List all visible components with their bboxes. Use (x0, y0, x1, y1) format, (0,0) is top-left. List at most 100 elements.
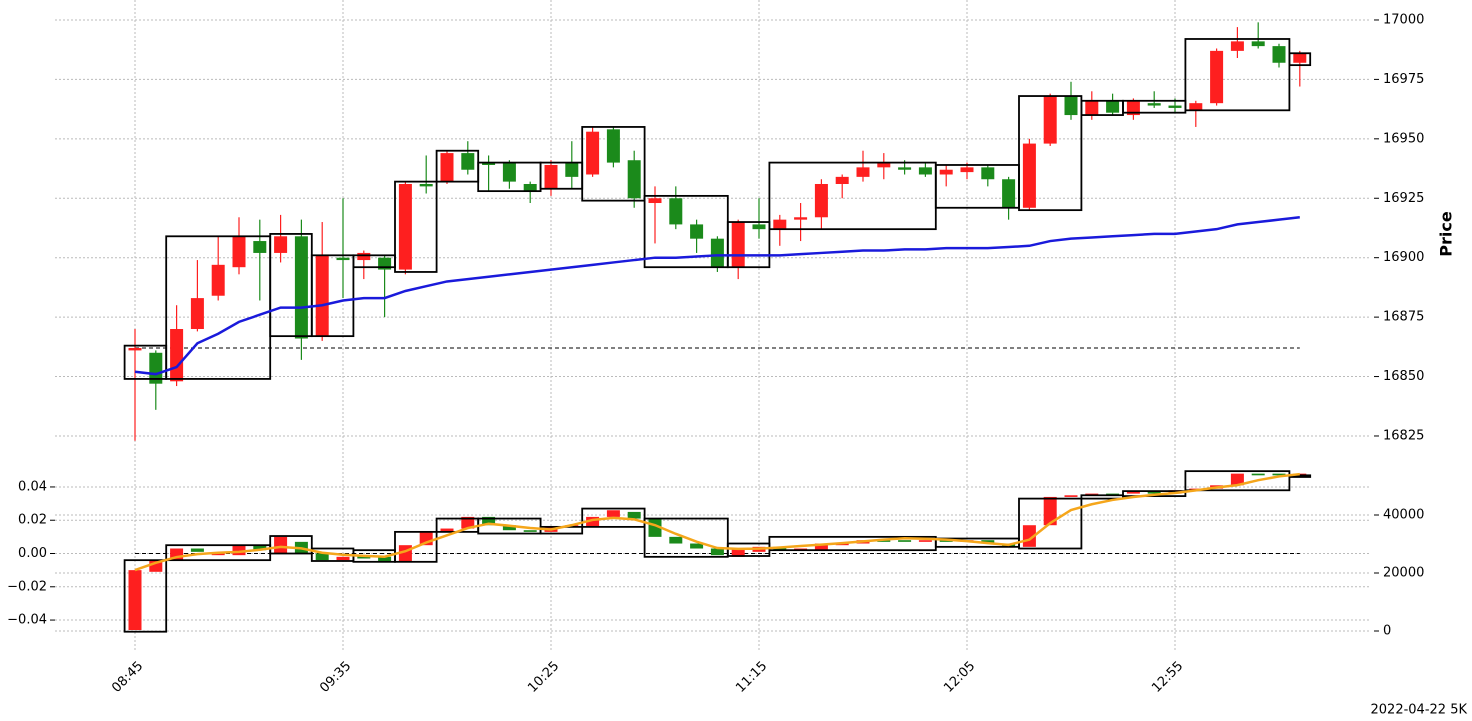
candle-body (128, 570, 142, 631)
candle-body (336, 556, 350, 561)
range-box (394, 180, 438, 273)
candle-body (336, 257, 350, 261)
candle-body (1147, 103, 1161, 106)
range-box (1018, 497, 1083, 550)
candle-body (149, 560, 163, 572)
range-box (394, 530, 438, 563)
candle-body (1022, 143, 1036, 208)
candle-body (710, 548, 724, 556)
x-tick-label: 08:45 (109, 659, 146, 696)
candle-body (856, 167, 870, 177)
candle-body (752, 224, 766, 230)
candle-body (1043, 96, 1057, 144)
candle-body (315, 255, 329, 337)
y2-tick-label: 20000 (1383, 566, 1424, 581)
range-box (1184, 470, 1291, 492)
candle-body (232, 545, 246, 556)
y-tick-label: 0.00 (18, 546, 47, 561)
indicator-line (134, 216, 1300, 376)
candle-body (232, 236, 246, 268)
candle-body (1064, 96, 1078, 116)
candle-body (877, 540, 891, 542)
indicator-line (134, 472, 1300, 572)
candle-body (918, 167, 932, 175)
x-tick-label: 10:25 (525, 659, 562, 696)
candle-body (814, 543, 828, 551)
candle-body (1251, 41, 1265, 47)
candle-body (378, 556, 392, 562)
candle-body (586, 516, 600, 527)
candle-body (294, 236, 308, 339)
candle-body (1272, 46, 1286, 63)
candle-body (814, 183, 828, 218)
candle-body (1043, 496, 1057, 526)
range-box (123, 559, 168, 633)
candle-body (357, 252, 371, 261)
candle-body (960, 167, 974, 173)
candle-body (627, 511, 641, 519)
candle-body (211, 264, 225, 296)
candle-body (898, 167, 912, 170)
candle-body (315, 553, 329, 561)
candle-body (170, 548, 184, 561)
x-tick-label: 11:15 (733, 659, 770, 696)
y-tick-label: 17000 (1383, 12, 1424, 27)
candle-body (565, 162, 579, 177)
candle-body (1064, 495, 1078, 497)
candle-body (690, 224, 704, 239)
y2-tick-label: 40000 (1383, 508, 1424, 523)
range-box (1018, 95, 1083, 212)
candle-body (1272, 473, 1286, 476)
candle-body (1126, 100, 1140, 116)
candle-body (1168, 105, 1182, 108)
candle-body (1210, 50, 1224, 104)
footer: 2022-04-22 5K (1371, 703, 1468, 718)
candle-body (482, 162, 496, 165)
candle-body (190, 548, 204, 552)
candle-body (606, 510, 620, 517)
y-tick-label: 16850 (1383, 369, 1424, 384)
candle-body (1293, 53, 1307, 63)
candle-body (544, 164, 558, 189)
y-tick-label: −0.04 (7, 613, 47, 628)
candle-body (1251, 473, 1265, 476)
range-box (581, 126, 646, 202)
y-tick-label: 16875 (1383, 310, 1424, 325)
candle-body (419, 183, 433, 187)
y-tick-label: −0.02 (7, 579, 47, 594)
candle-body (398, 183, 412, 270)
candle-body (253, 545, 267, 551)
candle-body (274, 236, 288, 253)
candle-body (1126, 491, 1140, 494)
candle-body (1002, 179, 1016, 208)
y-tick-label: 16925 (1383, 191, 1424, 206)
candle-body (669, 536, 683, 544)
candle-body (523, 530, 537, 532)
candle-body (253, 241, 267, 253)
candle-body (773, 219, 787, 230)
range-box (726, 221, 771, 269)
x-tick-label: 09:35 (317, 659, 354, 696)
candle-body (939, 540, 953, 542)
y-axis-label: Price (1437, 211, 1456, 257)
range-box (310, 254, 355, 338)
range-box (1288, 52, 1312, 67)
candle-body (939, 169, 953, 175)
y-tick-label: 16825 (1383, 428, 1424, 443)
candle-body (710, 238, 724, 268)
candle-body (482, 516, 496, 526)
range-box (643, 517, 729, 558)
candle-body (1230, 41, 1244, 51)
candle-body (586, 131, 600, 175)
candle-body (502, 525, 516, 531)
candle-body (502, 162, 516, 182)
candle-body (190, 298, 204, 330)
candle-body (1189, 103, 1203, 111)
y-tick-label: 16950 (1383, 131, 1424, 146)
candle-body (211, 553, 225, 556)
x-tick-label: 12:55 (1149, 659, 1186, 696)
candle-body (877, 162, 891, 168)
y-tick-label: 16900 (1383, 250, 1424, 265)
